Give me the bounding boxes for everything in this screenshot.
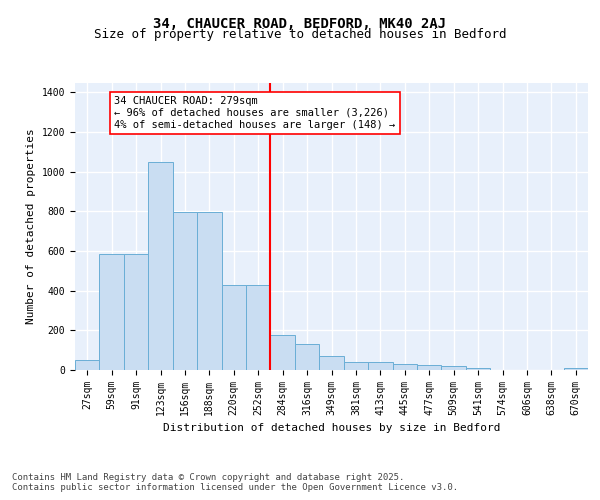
Bar [246, 284, 271, 370]
Bar [75, 360, 100, 370]
Bar [271, 336, 295, 370]
Text: Contains public sector information licensed under the Open Government Licence v3: Contains public sector information licen… [12, 484, 458, 492]
Bar [197, 212, 221, 370]
Bar [319, 356, 344, 370]
Bar [344, 362, 368, 370]
Y-axis label: Number of detached properties: Number of detached properties [26, 128, 36, 324]
Bar [417, 365, 442, 370]
Text: 34, CHAUCER ROAD, BEDFORD, MK40 2AJ: 34, CHAUCER ROAD, BEDFORD, MK40 2AJ [154, 18, 446, 32]
Bar [124, 254, 148, 370]
Text: Size of property relative to detached houses in Bedford: Size of property relative to detached ho… [94, 28, 506, 41]
Bar [100, 254, 124, 370]
Bar [148, 162, 173, 370]
Bar [563, 368, 588, 370]
Text: Contains HM Land Registry data © Crown copyright and database right 2025.: Contains HM Land Registry data © Crown c… [12, 472, 404, 482]
Bar [295, 344, 319, 370]
Bar [392, 364, 417, 370]
Bar [221, 284, 246, 370]
Bar [368, 362, 392, 370]
Bar [442, 366, 466, 370]
X-axis label: Distribution of detached houses by size in Bedford: Distribution of detached houses by size … [163, 424, 500, 434]
Bar [173, 212, 197, 370]
Bar [466, 368, 490, 370]
Text: 34 CHAUCER ROAD: 279sqm
← 96% of detached houses are smaller (3,226)
4% of semi-: 34 CHAUCER ROAD: 279sqm ← 96% of detache… [114, 96, 395, 130]
